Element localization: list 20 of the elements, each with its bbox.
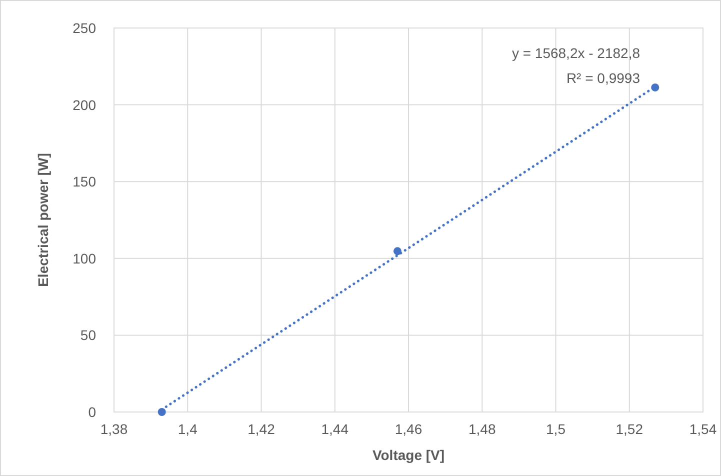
x-tick-label: 1,5 xyxy=(546,421,566,437)
x-tick-label: 1,4 xyxy=(178,421,198,437)
x-tick-label: 1,38 xyxy=(100,421,128,437)
y-tick-label: 200 xyxy=(72,96,96,113)
y-tick-label: 0 xyxy=(88,404,96,420)
x-tick-label: 1,44 xyxy=(321,421,349,437)
x-tick-label: 1,46 xyxy=(394,421,422,437)
y-axis-title: Electrical power [W] xyxy=(35,153,51,287)
annotation: R² = 0,9993 xyxy=(566,70,640,86)
annotation: y = 1568,2x - 2182,8 xyxy=(512,45,640,61)
y-tick-label: 150 xyxy=(72,174,96,190)
y-tick-label: 250 xyxy=(72,20,96,36)
y-tick-label: 100 xyxy=(72,250,96,266)
point xyxy=(393,247,402,256)
x-tick-label: 1,54 xyxy=(689,421,717,437)
x-tick-label: 1,52 xyxy=(616,421,644,437)
x-tick-label: 1,48 xyxy=(468,421,496,437)
y-tick-label: 50 xyxy=(80,327,96,344)
x-tick-label: 1,42 xyxy=(248,421,276,437)
x-axis-title: Voltage [V] xyxy=(372,447,445,463)
